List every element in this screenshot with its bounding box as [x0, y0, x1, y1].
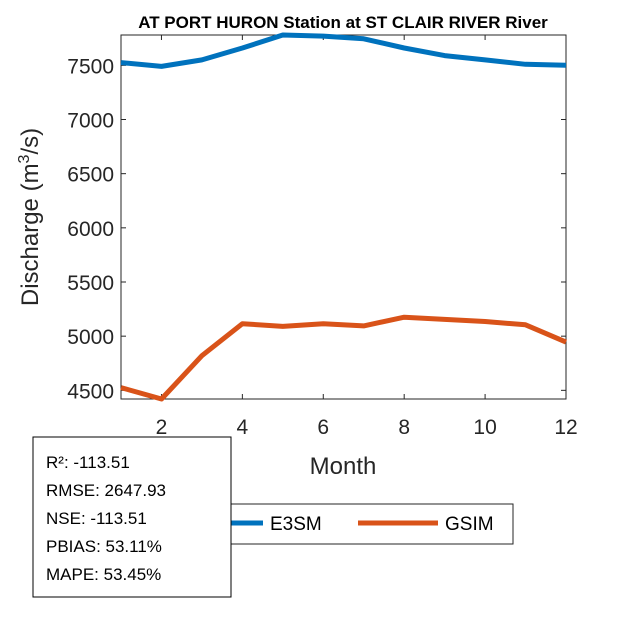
y-tick-label-7000: 7000 [67, 110, 114, 133]
stats-box: R²: -113.51 RMSE: 2647.93 NSE: -113.51 P… [32, 436, 232, 598]
stats-box-frame [32, 436, 232, 598]
axes-box [120, 34, 567, 400]
legend-label-e3sm: E3SM [270, 514, 322, 535]
stat-mape: MAPE: 53.45% [46, 565, 161, 584]
series-line-e3sm [120, 32, 567, 69]
stat-r2: R²: -113.51 [46, 453, 130, 472]
y-axis-label-tail: /s) [17, 128, 44, 155]
x-axis-label: Month [310, 453, 377, 480]
chart-title: AT PORT HURON Station at ST CLAIR RIVER … [138, 13, 548, 32]
x-tick-label-10: 10 [473, 416, 496, 439]
legend: E3SM GSIM [214, 503, 514, 545]
x-tick-labels: 2 4 6 8 10 12 [156, 416, 578, 439]
legend-label-gsim: GSIM [445, 514, 494, 535]
y-tick-label-7500: 7500 [67, 55, 114, 78]
x-tick-label-2: 2 [156, 416, 168, 439]
stat-nse: NSE: -113.51 [46, 509, 147, 528]
y-tick-label-6000: 6000 [67, 218, 114, 241]
series-lines [120, 32, 567, 402]
stat-pbias: PBIAS: 53.11% [46, 537, 162, 556]
y-tick-label-4500: 4500 [67, 380, 114, 403]
plot-area [120, 32, 567, 402]
series-line-gsim [120, 314, 567, 402]
y-axis-label-main: Discharge (m [17, 163, 44, 306]
y-tick-label-6500: 6500 [67, 164, 114, 187]
x-tick-label-12: 12 [554, 416, 577, 439]
y-tick-labels: 4500 5000 5500 6000 6500 7000 7500 [67, 55, 114, 403]
y-axis-label: Discharge (m3/s) [16, 128, 44, 306]
x-tick-label-4: 4 [237, 416, 249, 439]
y-axis-label-superscript: 3 [16, 154, 33, 163]
x-tick-label-6: 6 [317, 416, 329, 439]
y-tick-label-5500: 5500 [67, 272, 114, 295]
x-tick-label-8: 8 [398, 416, 410, 439]
stat-rmse: RMSE: 2647.93 [46, 481, 166, 500]
y-tick-label-5000: 5000 [67, 326, 114, 349]
